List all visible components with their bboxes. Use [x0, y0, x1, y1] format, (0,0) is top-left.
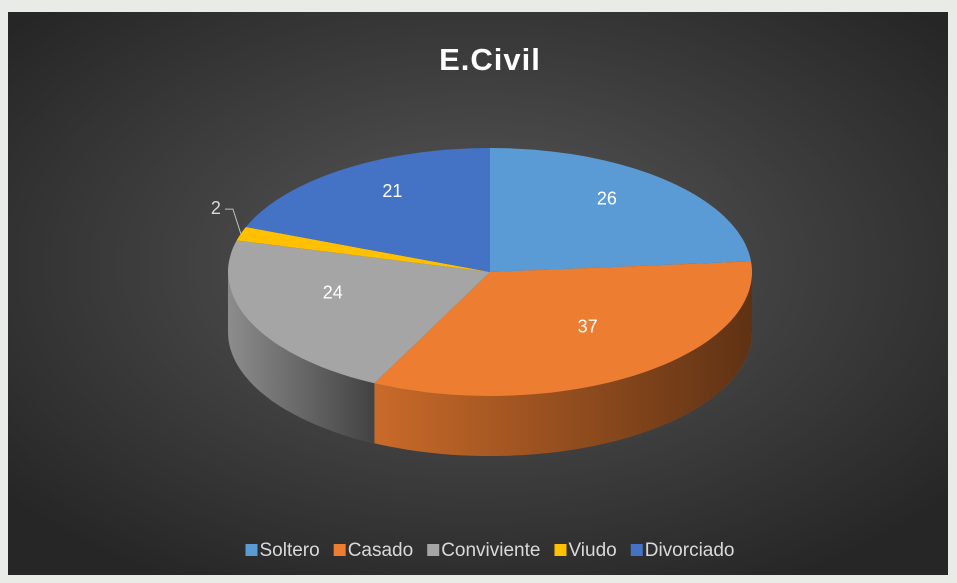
data-label: 37: [578, 316, 598, 336]
data-label: 2: [211, 198, 221, 218]
slice: [374, 261, 752, 396]
legend-label: Soltero: [259, 540, 319, 561]
slice: [490, 148, 751, 272]
slice: [228, 240, 490, 384]
slice-side-shade: [228, 272, 375, 444]
slice: [236, 227, 490, 272]
legend-label: Viudo: [568, 540, 616, 561]
slice-side-shade: [374, 272, 752, 456]
pie-sides: [228, 272, 752, 456]
legend-swatch: [630, 544, 643, 556]
leader-line: [224, 208, 242, 234]
slice: [245, 148, 490, 272]
pie-tops: [228, 148, 752, 396]
data-label: 26: [597, 188, 617, 208]
legend-swatch: [554, 544, 567, 556]
chart-title: E.Civil: [439, 42, 541, 77]
data-label: 21: [382, 181, 402, 201]
legend-label: Conviviente: [441, 540, 540, 561]
legend-swatch: [245, 544, 258, 556]
legend: Soltero Casado Conviviente Viudo Divorciado: [245, 540, 735, 561]
data-label: 24: [323, 283, 343, 303]
legend-label: Casado: [348, 540, 414, 561]
legend-swatch: [427, 544, 440, 556]
legend-swatch: [333, 544, 346, 556]
legend-label: Divorciado: [645, 540, 735, 561]
data-labels: 26 37 24 2 21: [211, 181, 617, 336]
